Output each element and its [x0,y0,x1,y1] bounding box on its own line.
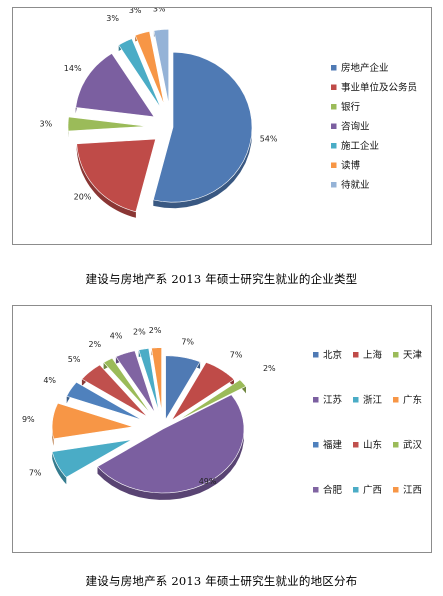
chart2-slice-3 [177,379,247,421]
chart2-slice-2 [171,362,235,421]
chart2-legend-swatch-2 [353,352,359,358]
chart1-legend-swatch-1 [331,65,337,71]
chart1-svg: 54% 20% 3% 14% 3% 3% 3% 房地产企业事业单位及公务员银行咨询业施工企业读… [40,8,417,218]
chart2-slice-5 [51,439,132,478]
chart1-slice-2 [76,138,156,213]
chart1-legend-swatch-2 [331,84,337,90]
chart2-legend-swatch-5 [353,397,359,403]
chart1-legend-label-6: 读博 [341,160,361,172]
chart2-legend-swatch-1 [313,352,319,358]
chart1-value-label-3: 3% [40,119,53,128]
chart2-legend-label-9: 武汉 [403,439,423,451]
chart1-legend-swatch-6 [331,162,337,168]
chart2-panel: 7% 7% 2% 49% 7% 9% 4% 5% 2% 4% 2% 2% 北京 上海 天津 江苏 浙江 广东 福建山… [12,305,432,553]
chart1-value-label-5: 3% [106,14,119,23]
chart2-legend-swatch-11 [353,487,359,493]
chart1-title: 建设与房地产系 2013 年硕士研究生就业的企业类型 [85,272,358,286]
chart2-legend-label-3: 天津 [403,350,423,361]
chart2-slice-8 [81,364,148,417]
chart2-slice-10 [115,350,156,413]
chart2-legend-swatch-6 [393,397,399,403]
chart1-value-label-7: 3% [153,8,166,14]
chart2-value-label-3: 2% [263,364,276,373]
chart2-slice-side-5 [52,451,67,485]
chart2-legend-swatch-8 [353,442,359,448]
chart2-legend-swatch-9 [393,442,399,448]
chart2-legend-label-1: 北京 [323,349,342,361]
chart1-value-label-6: 3% [129,8,142,15]
chart2-value-label-12: 2% [149,326,162,335]
chart2-value-label-1: 7% [181,338,194,347]
chart2-slice-1 [165,355,201,421]
chart2-slice-12 [151,347,162,412]
chart2-slice-9 [103,357,152,415]
chart2-title: 建设与房地产系 2013 年硕士研究生就业的地区分布 [85,574,358,588]
chart1-legend-label-4: 咨询业 [341,121,370,133]
chart1-legend-swatch-7 [331,182,337,188]
chart1-slice-7 [153,29,169,105]
chart1-legend-label-1: 房地产企业 [341,62,389,74]
chart2-value-label-7: 4% [43,376,56,385]
chart1-slice-6 [134,31,165,106]
chart2-legend-label-8: 山东 [363,439,382,451]
chart1-panel: 54% 20% 3% 14% 3% 3% 3% 房地产企业事业单位及公务员 银行咨询业施工企业读… [12,7,432,245]
chart2-slice-6 [51,402,134,440]
chart1-legend-label-3: 银行 [341,101,361,113]
chart2-slice-4 [97,394,245,494]
chart2-value-label-11: 2% [133,328,146,337]
chart2-value-label-8: 5% [68,355,81,364]
chart1-legend-label-5: 施工企业 [341,140,379,152]
chart2-legend-label-7: 福建 [323,439,343,451]
chart1-value-label-2: 20% [74,193,92,202]
chart1-legend-swatch-5 [331,143,337,149]
chart2-legend-label-11: 广西 [363,484,382,496]
chart2-value-label-2: 7% [230,351,243,360]
chart2-value-label-9: 2% [88,340,101,349]
chart2-legend-label-4: 江苏 [323,394,343,406]
chart1-slice-1 [152,51,253,203]
chart1-slice-4 [75,53,155,118]
chart2-value-label-5: 7% [29,469,42,478]
chart2-legend-swatch-12 [393,487,399,493]
chart2-slice-11 [138,348,160,412]
chart2-legend-label-6: 广东 [403,394,422,406]
chart1-slice-5 [118,38,162,109]
chart2-legend-label-10: 合肥 [323,484,343,496]
chart2-legend-label-12: 江西 [403,485,422,496]
chart2-value-label-6: 9% [22,415,35,424]
chart2-value-label-4: 49% [199,477,217,486]
chart1-legend-swatch-3 [331,104,337,110]
chart1-value-label-1: 54% [260,135,278,144]
chart1-legend-label-2: 事业单位及公务员 [341,82,417,94]
chart2-legend-swatch-10 [313,487,319,493]
chart1-legend-swatch-4 [331,123,337,129]
chart2-legend-label-5: 浙江 [363,394,383,406]
chart2-legend-label-2: 上海 [363,349,383,361]
chart2-legend-swatch-4 [313,397,319,403]
chart2-value-label-10: 4% [110,332,123,341]
chart1-value-label-4: 14% [64,64,82,73]
chart2-slice-7 [66,381,143,421]
chart1-legend-label-7: 待就业 [341,179,370,191]
chart1-slice-3 [67,116,148,132]
chart2-svg: 7%7%2%49%7%9%4%5%2%4% 2% 2%北京 上海 天津江苏 浙江 广东福建山… [22,326,423,500]
chart2-legend-swatch-3 [393,352,399,358]
chart2-legend-swatch-7 [313,442,319,448]
